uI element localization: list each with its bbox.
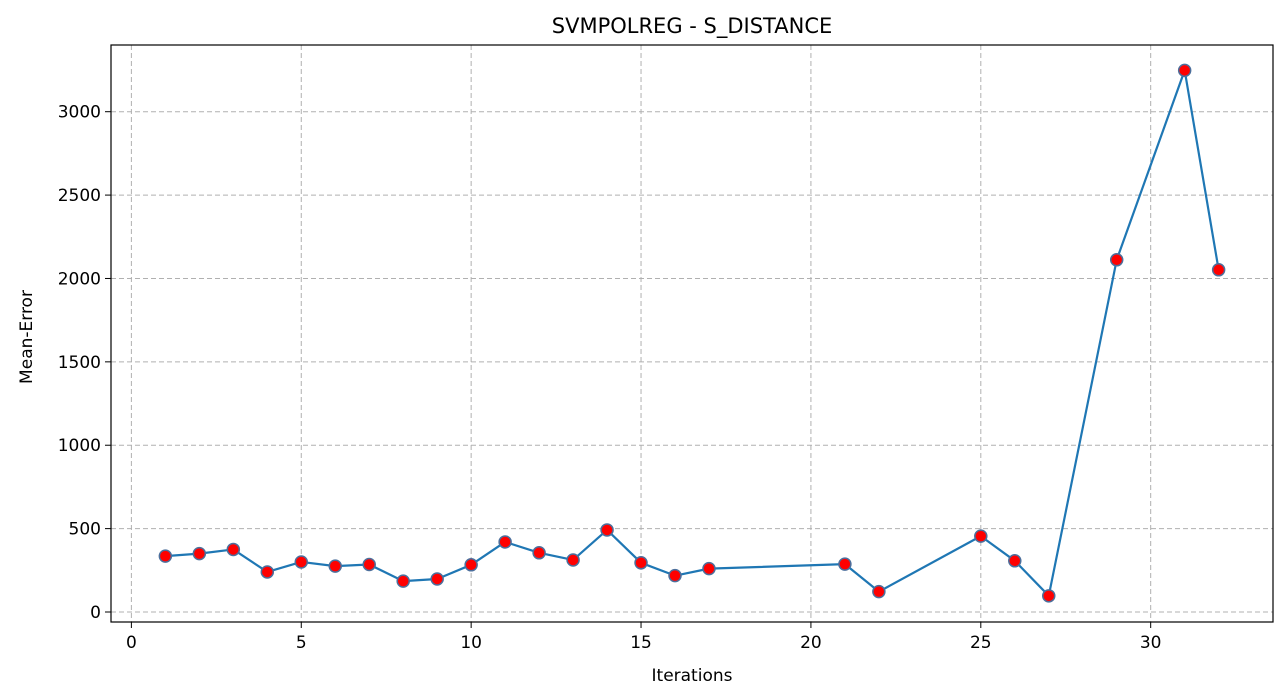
data-point bbox=[634, 556, 648, 570]
chart-title: SVMPOLREG - S_DISTANCE bbox=[552, 14, 833, 39]
data-point bbox=[1109, 253, 1124, 267]
y-tick-label: 0 bbox=[90, 603, 101, 623]
y-axis: 0 500 1000 1500 2000 2500 3000 bbox=[58, 103, 111, 623]
data-point bbox=[1177, 63, 1192, 78]
y-tick-label: 3000 bbox=[58, 103, 101, 123]
data-point bbox=[328, 559, 342, 573]
y-tick-label: 2500 bbox=[58, 186, 101, 206]
data-point bbox=[226, 542, 241, 557]
data-point bbox=[260, 565, 275, 579]
data-point bbox=[294, 555, 309, 569]
data-point bbox=[872, 584, 886, 599]
data-point bbox=[600, 523, 614, 537]
x-axis-label: Iterations bbox=[652, 666, 733, 686]
y-tick-label: 1000 bbox=[58, 436, 101, 456]
data-point bbox=[362, 557, 376, 572]
data-point bbox=[498, 535, 512, 549]
y-tick-label: 2000 bbox=[58, 269, 101, 289]
data-point bbox=[192, 546, 207, 561]
data-point bbox=[158, 549, 173, 563]
data-point bbox=[838, 557, 852, 571]
x-tick-label: 10 bbox=[460, 633, 482, 653]
data-point bbox=[668, 568, 682, 583]
y-tick-label: 1500 bbox=[58, 353, 101, 373]
data-point bbox=[566, 553, 580, 567]
x-axis: 0 5 10 15 20 25 30 bbox=[126, 622, 1162, 653]
x-tick-label: 5 bbox=[296, 633, 307, 653]
x-tick-label: 15 bbox=[630, 633, 652, 653]
plot-frame bbox=[110, 44, 1274, 623]
series-line bbox=[165, 69, 1220, 597]
grid bbox=[111, 45, 1273, 622]
x-tick-label: 0 bbox=[126, 633, 137, 653]
data-point bbox=[974, 529, 988, 543]
x-tick-label: 20 bbox=[800, 633, 822, 653]
data-point bbox=[532, 546, 546, 560]
y-tick-label: 500 bbox=[69, 520, 101, 540]
x-tick-label: 25 bbox=[970, 633, 992, 653]
data-point bbox=[702, 561, 716, 576]
data-point bbox=[430, 572, 444, 586]
data-point bbox=[1042, 589, 1056, 603]
data-point bbox=[396, 574, 410, 588]
x-tick-label: 30 bbox=[1140, 633, 1162, 653]
data-point bbox=[1211, 263, 1226, 277]
y-axis-label: Mean-Error bbox=[17, 290, 37, 384]
data-point bbox=[464, 558, 478, 572]
series bbox=[158, 63, 1226, 603]
data-point bbox=[1008, 554, 1022, 568]
